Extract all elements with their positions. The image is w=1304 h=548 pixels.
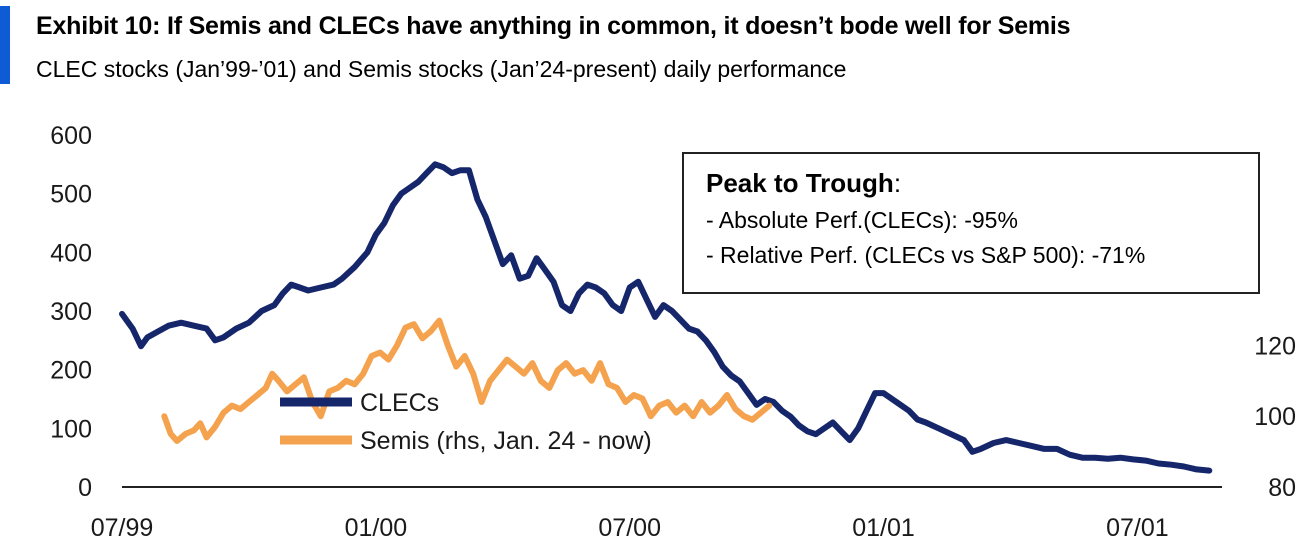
- x-tick-label: 07/01: [1106, 514, 1169, 542]
- y-right-tick-label: 120: [1254, 332, 1296, 360]
- y-left-tick-label: 600: [50, 122, 92, 150]
- x-tick-label: 01/01: [852, 514, 915, 542]
- x-tick-label: 01/00: [345, 514, 408, 542]
- annotation-heading: Peak to Trough:: [706, 168, 1236, 199]
- x-tick-label: 07/00: [598, 514, 661, 542]
- right-axis-ticks: 80 100 120: [1254, 332, 1296, 502]
- exhibit-title: Exhibit 10: If Semis and CLECs have anyt…: [36, 12, 1071, 40]
- legend-label-semis: Semis (rhs, Jan. 24 - now): [360, 427, 652, 455]
- y-left-tick-label: 400: [50, 239, 92, 267]
- y-right-tick-label: 100: [1254, 403, 1296, 431]
- y-left-tick-label: 200: [50, 357, 92, 385]
- y-left-tick-label: 300: [50, 298, 92, 326]
- x-tick-label: 07/99: [91, 514, 154, 542]
- annotation-heading-bold: Peak to Trough: [706, 168, 894, 198]
- annotation-box: Peak to Trough: - Absolute Perf.(CLECs):…: [682, 152, 1260, 294]
- y-left-tick-label: 500: [50, 181, 92, 209]
- y-left-tick-label: 0: [78, 474, 92, 502]
- accent-bar: [0, 6, 10, 84]
- y-left-tick-label: 100: [50, 415, 92, 443]
- series-line-semis: [161, 317, 773, 444]
- left-axis-ticks: 0 100 200 300 400 500 600: [50, 122, 92, 502]
- y-right-tick-label: 80: [1268, 474, 1296, 502]
- exhibit-subtitle: CLEC stocks (Jan’99-’01) and Semis stock…: [36, 56, 847, 82]
- annotation-line-absolute: - Absolute Perf.(CLECs): -95%: [706, 207, 1018, 233]
- annotation-line-relative: - Relative Perf. (CLECs vs S&P 500): -71…: [706, 242, 1146, 268]
- series-line-clecs: [119, 161, 1213, 474]
- x-axis-ticks: 07/99 01/00 07/00 01/01 07/01: [91, 514, 1169, 542]
- legend-label-clecs: CLECs: [360, 389, 439, 417]
- annotation-heading-colon: :: [893, 168, 902, 198]
- series-layer: [119, 161, 1213, 474]
- legend: CLECs Semis (rhs, Jan. 24 - now): [280, 389, 652, 455]
